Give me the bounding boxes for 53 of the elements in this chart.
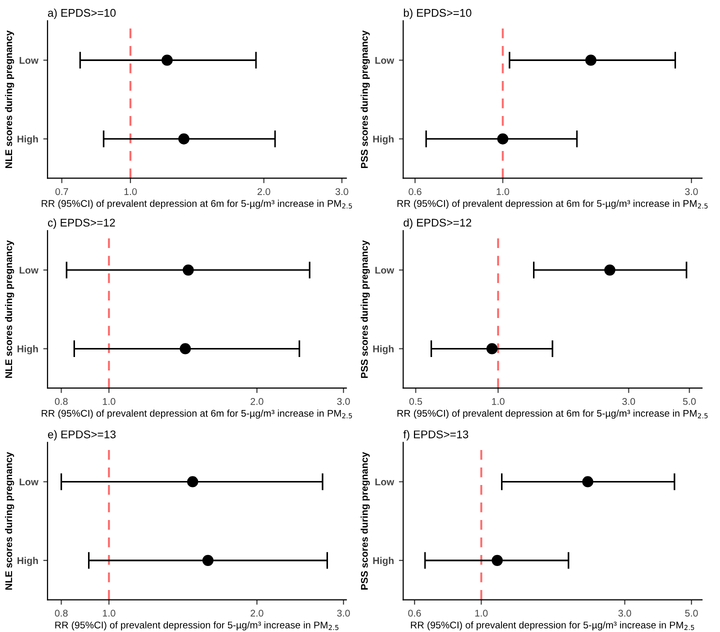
y-axis-title: PSS scores during pregnancy [360,30,370,168]
y-tick-label: High [373,556,394,566]
y-axis-title: PSS scores during pregnancy [360,240,370,378]
x-tick-label: 2.0 [250,610,264,617]
x-tick-label: 3.0 [618,610,632,617]
y-axis-title: NLE scores during pregnancy [5,452,14,590]
x-axis-title: RR (95%CI) of prevalent depression at 6m for 5-µg/m³ increase in PM$_{2.5}$ [397,410,708,419]
x-axis-title: RR (95%CI) of prevalent depression for 5-µg/m³ increase in PM$_{2.5}$ [410,621,694,630]
y-axis-title: PSS scores during pregnancy [360,452,370,590]
x-tick-label: 0.7 [55,188,68,196]
y-tick-label: Low [20,478,39,486]
x-axis-title: RR (95%CI) of prevalent depression at 6m for 5-µg/m³ increase in PM$_{2.5}$ [42,410,352,419]
x-axis-title: RR (95%CI) of prevalent depression for 5-µg/m³ increase in PM$_{2.5}$ [55,621,338,630]
x-tick-label: 2.0 [250,398,264,405]
x-tick-label: 0.6 [408,188,422,196]
x-tick-label: 3.0 [335,188,348,196]
chart-title: b) EPDS>=10 [404,8,472,19]
y-tick-label: Low [20,57,39,64]
y-tick-label: Low [375,266,394,274]
x-tick-label: 1.0 [496,188,510,196]
chart-title: a) EPDS>=10 [48,8,116,19]
x-tick-label: 1.0 [492,398,504,405]
y-tick-label: Low [20,266,39,274]
y-tick-label: High [18,556,38,566]
x-tick-label: 0.8 [54,610,68,617]
y-tick-label: Low [375,478,394,486]
x-tick-label: 3.0 [685,188,698,196]
x-tick-label: 1.0 [102,610,116,617]
x-tick-label: 1.0 [124,188,137,196]
x-tick-label: 3.0 [337,610,350,617]
x-tick-label: 0.8 [54,398,68,405]
x-tick-label: 0.6 [408,610,421,617]
x-tick-label: 1.0 [475,610,488,617]
x-tick-label: 2.0 [258,188,270,196]
x-tick-label: 5.0 [685,610,698,617]
chart-title: d) EPDS>=12 [404,218,472,229]
x-tick-label: 0.5 [409,398,422,405]
x-tick-label: 3.0 [622,398,636,405]
chart-title: f) EPDS>=13 [403,430,468,441]
chart-title: e) EPDS>=13 [48,430,116,441]
y-axis-title: NLE scores during pregnancy [5,30,14,168]
y-tick-label: High [18,345,38,354]
y-axis-title: NLE scores during pregnancy [5,240,14,378]
y-tick-label: High [373,345,394,354]
x-axis-title: RR (95%CI) of prevalent depression at 6m for 5-µg/m³ increase in PM$_{2.5}$ [42,200,352,209]
x-tick-label: 3.0 [337,398,350,405]
x-axis-title: RR (95%CI) of prevalent depression at 6m for 5-µg/m³ increase in PM$_{2.5}$ [397,200,708,209]
chart-title: c) EPDS>=12 [48,218,115,229]
y-tick-label: Low [375,57,394,64]
y-tick-label: High [373,135,394,144]
x-tick-label: 5.0 [683,398,696,405]
x-tick-label: 1.0 [102,398,116,405]
y-tick-label: High [18,135,38,144]
